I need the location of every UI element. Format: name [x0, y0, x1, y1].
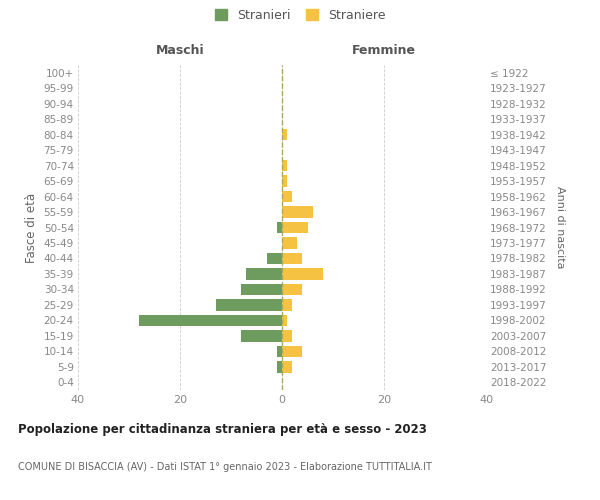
Bar — [282, 129, 287, 140]
Text: Maschi: Maschi — [155, 44, 205, 58]
Bar — [247, 268, 282, 280]
Bar — [241, 284, 282, 295]
Bar — [282, 314, 287, 326]
Text: COMUNE DI BISACCIA (AV) - Dati ISTAT 1° gennaio 2023 - Elaborazione TUTTITALIA.I: COMUNE DI BISACCIA (AV) - Dati ISTAT 1° … — [18, 462, 432, 472]
Text: Popolazione per cittadinanza straniera per età e sesso - 2023: Popolazione per cittadinanza straniera p… — [18, 422, 427, 436]
Bar — [282, 284, 302, 295]
Bar — [267, 252, 282, 264]
Legend: Stranieri, Straniere: Stranieri, Straniere — [215, 8, 386, 22]
Bar — [282, 252, 302, 264]
Bar — [282, 160, 287, 172]
Bar — [282, 190, 292, 202]
Bar — [277, 361, 282, 372]
Y-axis label: Anni di nascita: Anni di nascita — [555, 186, 565, 269]
Bar — [282, 361, 292, 372]
Bar — [282, 237, 298, 249]
Y-axis label: Fasce di età: Fasce di età — [25, 192, 38, 262]
Bar — [282, 346, 302, 357]
Bar — [139, 314, 282, 326]
Bar — [282, 206, 313, 218]
Bar — [241, 330, 282, 342]
Bar — [277, 222, 282, 234]
Bar — [216, 299, 282, 310]
Bar — [282, 222, 308, 234]
Bar — [282, 176, 287, 187]
Bar — [282, 330, 292, 342]
Bar — [282, 299, 292, 310]
Bar — [277, 346, 282, 357]
Text: Femmine: Femmine — [352, 44, 416, 58]
Bar — [282, 268, 323, 280]
